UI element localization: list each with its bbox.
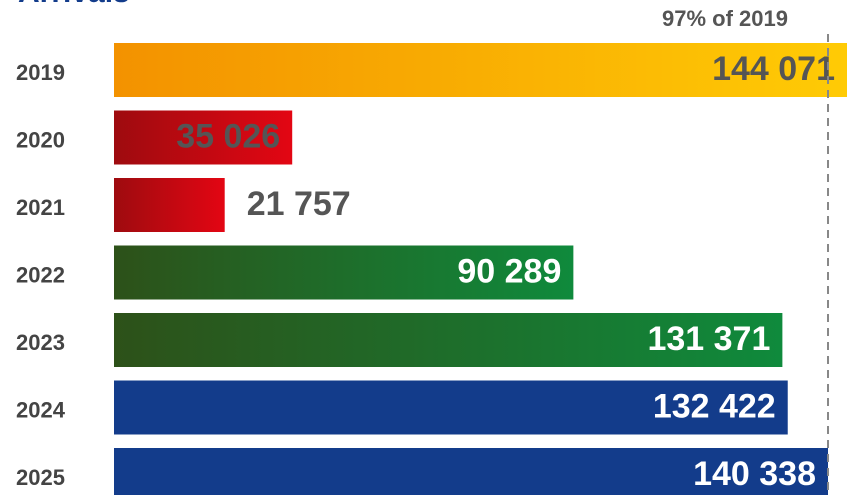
bar <box>114 313 783 367</box>
annotation: 97% of 2019 <box>662 6 788 31</box>
value-label: 21 757 <box>247 185 351 223</box>
chart-title: Arrivals <box>18 0 130 9</box>
bar <box>114 448 829 495</box>
y-tick-label: 2024 <box>16 397 66 422</box>
y-tick-label: 2019 <box>16 60 65 85</box>
y-tick-label: 2025 <box>16 465 65 490</box>
y-tick-label: 2021 <box>16 195 65 220</box>
value-label: 140 338 <box>693 455 816 493</box>
value-label: 35 026 <box>176 117 280 155</box>
bar <box>114 110 293 165</box>
y-tick-label: 2022 <box>16 262 65 287</box>
y-tick-label: 2020 <box>16 127 65 152</box>
bar <box>114 380 788 435</box>
value-label: 144 071 <box>712 50 835 88</box>
bar <box>114 245 574 300</box>
value-label: 131 371 <box>647 320 770 358</box>
value-label: 90 289 <box>457 252 561 290</box>
y-tick-label: 2023 <box>16 330 65 355</box>
bar <box>114 178 225 232</box>
value-label: 132 422 <box>653 387 776 425</box>
bar <box>114 43 847 97</box>
